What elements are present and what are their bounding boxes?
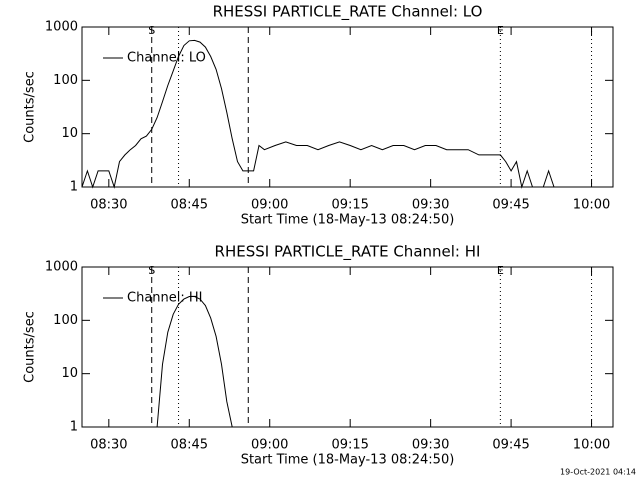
x-tick-label: 09:15 bbox=[331, 438, 368, 453]
x-tick-label: 09:45 bbox=[492, 438, 529, 453]
x-tick-label: 09:00 bbox=[251, 198, 288, 213]
x-tick-label: 09:15 bbox=[331, 198, 368, 213]
y-tick-label: 10 bbox=[61, 366, 78, 381]
legend-label: Channel: LO bbox=[127, 51, 206, 66]
y-tick-label: 10 bbox=[61, 126, 78, 141]
data-line bbox=[81, 39, 613, 189]
legend-label: Channel: HI bbox=[127, 291, 203, 306]
data-line bbox=[156, 296, 233, 428]
y-tick-label: 100 bbox=[53, 313, 78, 328]
x-axis-label: Start Time (18-May-13 08:24:50) bbox=[241, 213, 455, 228]
x-tick-label: 10:00 bbox=[573, 438, 610, 453]
y-tick-label: 1 bbox=[70, 180, 78, 195]
x-tick-label: 09:30 bbox=[412, 438, 449, 453]
chart-title: RHESSI PARTICLE_RATE Channel: LO bbox=[213, 3, 483, 22]
x-tick-label: 09:30 bbox=[412, 198, 449, 213]
chart-title: RHESSI PARTICLE_RATE Channel: HI bbox=[215, 243, 481, 262]
x-axis-label: Start Time (18-May-13 08:24:50) bbox=[241, 453, 455, 468]
y-tick-label: 100 bbox=[53, 73, 78, 88]
y-axis-label: Counts/sec bbox=[23, 71, 38, 143]
y-tick-label: 1000 bbox=[45, 20, 78, 35]
x-tick-label: 08:45 bbox=[171, 198, 208, 213]
marker-label: S bbox=[148, 24, 155, 37]
y-axis-label: Counts/sec bbox=[23, 311, 38, 383]
marker-label: E bbox=[497, 264, 504, 277]
marker-label: S bbox=[148, 264, 155, 277]
x-tick-label: 08:30 bbox=[90, 438, 127, 453]
marker-label: E bbox=[497, 24, 504, 37]
x-tick-label: 10:00 bbox=[573, 198, 610, 213]
x-tick-label: 09:00 bbox=[251, 438, 288, 453]
y-tick-label: 1000 bbox=[45, 260, 78, 275]
plot-frame bbox=[81, 26, 614, 188]
x-tick-label: 09:45 bbox=[492, 198, 529, 213]
y-tick-label: 1 bbox=[70, 420, 78, 435]
x-tick-label: 08:45 bbox=[171, 438, 208, 453]
x-tick-label: 08:30 bbox=[90, 198, 127, 213]
plot-frame bbox=[81, 266, 614, 428]
timestamp: 19-Oct-2021 04:14 bbox=[560, 468, 636, 477]
